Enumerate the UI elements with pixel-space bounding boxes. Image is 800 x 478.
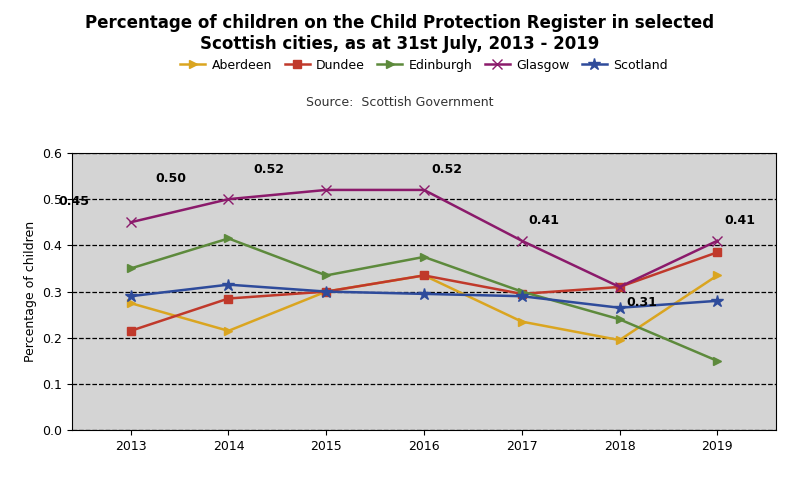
Dundee <box>126 328 135 334</box>
Glasgow <box>126 219 135 225</box>
Edinburgh <box>614 316 624 322</box>
Glasgow <box>713 238 722 244</box>
Glasgow <box>614 284 624 290</box>
Aberdeen <box>322 289 331 294</box>
Y-axis label: Percentage of children: Percentage of children <box>24 221 37 362</box>
Line: Glasgow: Glasgow <box>126 185 722 292</box>
Text: Source:  Scottish Government: Source: Scottish Government <box>306 96 494 109</box>
Scotland <box>713 298 722 304</box>
Scotland <box>322 289 331 294</box>
Aberdeen <box>517 319 526 325</box>
Edinburgh <box>224 236 234 241</box>
Dundee <box>419 272 429 278</box>
Scotland <box>419 291 429 297</box>
Scotland <box>224 282 234 288</box>
Glasgow <box>224 196 234 202</box>
Scotland <box>126 293 135 299</box>
Scotland <box>517 293 526 299</box>
Aberdeen <box>224 328 234 334</box>
Text: 0.52: 0.52 <box>431 163 462 176</box>
Text: 0.45: 0.45 <box>58 196 89 208</box>
Aberdeen <box>614 337 624 343</box>
Text: 0.41: 0.41 <box>529 214 560 227</box>
Line: Edinburgh: Edinburgh <box>126 234 722 365</box>
Edinburgh <box>713 358 722 364</box>
Line: Dundee: Dundee <box>126 248 722 335</box>
Line: Aberdeen: Aberdeen <box>126 271 722 344</box>
Dundee <box>713 250 722 255</box>
Text: 0.31: 0.31 <box>626 296 658 309</box>
Edinburgh <box>322 272 331 278</box>
Dundee <box>614 284 624 290</box>
Glasgow <box>322 187 331 193</box>
Edinburgh <box>419 254 429 260</box>
Edinburgh <box>126 266 135 272</box>
Aberdeen <box>126 300 135 306</box>
Scotland <box>614 305 624 311</box>
Text: 0.50: 0.50 <box>156 172 186 185</box>
Dundee <box>224 295 234 302</box>
Dundee <box>322 289 331 294</box>
Text: 0.41: 0.41 <box>724 214 755 227</box>
Text: 0.52: 0.52 <box>254 163 285 176</box>
Edinburgh <box>517 289 526 294</box>
Glasgow <box>419 187 429 193</box>
Aberdeen <box>419 272 429 278</box>
Aberdeen <box>713 272 722 278</box>
Dundee <box>517 291 526 297</box>
Legend: Aberdeen, Dundee, Edinburgh, Glasgow, Scotland: Aberdeen, Dundee, Edinburgh, Glasgow, Sc… <box>175 54 673 77</box>
Glasgow <box>517 238 526 244</box>
Text: Percentage of children on the Child Protection Register in selected
Scottish cit: Percentage of children on the Child Prot… <box>86 14 714 53</box>
Line: Scotland: Scotland <box>125 278 723 314</box>
